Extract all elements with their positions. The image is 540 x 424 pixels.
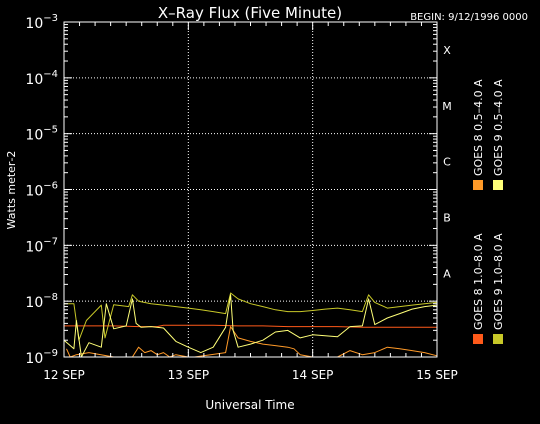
x-axis-label: Universal Time: [205, 398, 294, 412]
y-tick-label: 10−4: [25, 69, 58, 88]
flare-class-label: C: [443, 156, 451, 169]
x-tick-label: 15 SEP: [416, 368, 458, 382]
series-line-3: [64, 292, 438, 341]
legend-label: GOES 8 1.0–8.0 A: [472, 233, 485, 330]
y-axis-label: Watts meter‑2: [5, 151, 18, 230]
x-tick-label: 13 SEP: [168, 368, 210, 382]
chart-title: X–Ray Flux (Five Minute): [158, 4, 342, 22]
series-line-1: [64, 324, 437, 328]
legend: GOES 8 1.0–8.0 A GOES 8 0.5–4.0 A GOES 9 1…: [472, 79, 505, 344]
legend-swatch: [473, 334, 483, 344]
y-tick-label: 10−8: [25, 292, 58, 311]
series-line-2: [66, 326, 438, 358]
y-tick-label: 10−6: [25, 181, 58, 200]
legend-label: GOES 9 0.5–4.0 A: [492, 79, 505, 176]
flare-class-label: M: [442, 100, 452, 113]
x-tick-label: 12 SEP: [43, 368, 85, 382]
legend-swatch: [493, 180, 503, 190]
legend-swatch: [493, 334, 503, 344]
legend-label: GOES 8 0.5–4.0 A: [472, 79, 485, 176]
flare-class-label: X: [443, 44, 451, 57]
y-tick-label: 10−7: [25, 236, 58, 255]
legend-swatch: [473, 180, 483, 190]
y-tick-label: 10−5: [25, 125, 58, 144]
x-tick-label: 14 SEP: [292, 368, 334, 382]
legend-label: GOES 9 1.0–8.0 A: [492, 233, 505, 330]
series-lines: [63, 292, 438, 358]
begin-date-label: BEGIN: 9/12/1996 0000: [410, 12, 528, 23]
axes: 10−9 10−8 10−7 10−6 10−5 10−4 10−3 12 SEP 13 SEP…: [25, 13, 457, 382]
flare-class-label: A: [443, 267, 451, 280]
y-tick-label: 10−9: [25, 348, 58, 367]
y-tick-label: 10−3: [25, 13, 58, 32]
gridlines: [64, 22, 437, 357]
flare-class-label: B: [443, 211, 451, 224]
series-line-4: [63, 294, 438, 358]
